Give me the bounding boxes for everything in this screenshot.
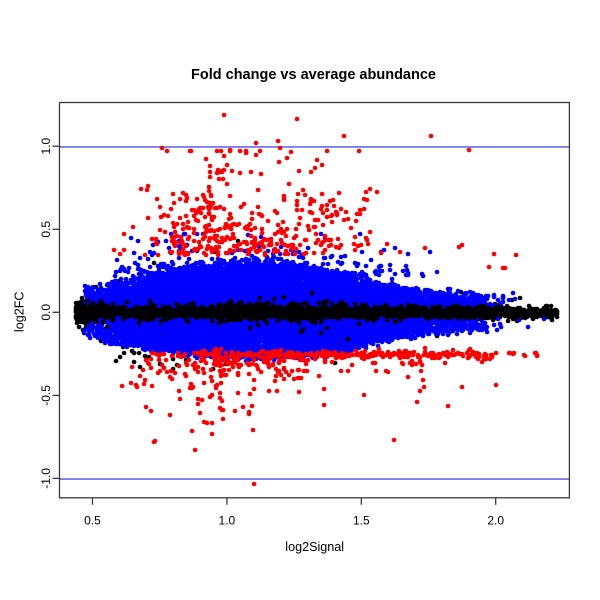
svg-text:0.5: 0.5	[84, 514, 101, 528]
svg-text:1.0: 1.0	[39, 138, 53, 155]
svg-text:0.5: 0.5	[39, 221, 53, 238]
svg-text:log2FC: log2FC	[13, 291, 27, 332]
svg-text:log2Signal: log2Signal	[285, 540, 344, 554]
svg-text:0.0: 0.0	[39, 304, 53, 321]
svg-text:1.5: 1.5	[353, 514, 370, 528]
svg-text:2.0: 2.0	[487, 514, 504, 528]
svg-text:-1.0: -1.0	[39, 468, 53, 489]
svg-text:-0.5: -0.5	[39, 385, 53, 406]
svg-text:1.0: 1.0	[219, 514, 236, 528]
svg-text:Fold change vs average abundan: Fold change vs average abundance	[191, 67, 436, 83]
